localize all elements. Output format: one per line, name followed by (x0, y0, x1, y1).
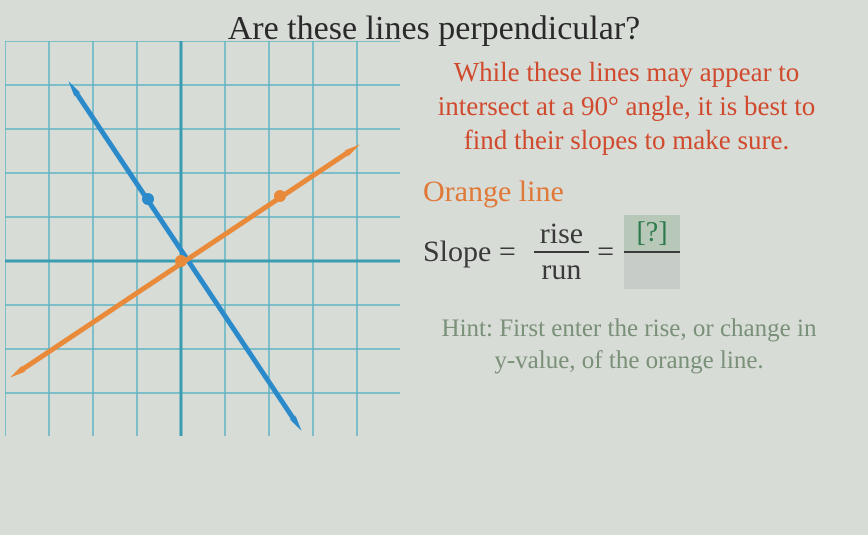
run-label: run (535, 253, 587, 285)
rise-input[interactable]: [?] (624, 215, 680, 253)
graph-container (5, 41, 400, 436)
equals-sign: = (597, 235, 614, 269)
orange-line-label: Orange line (423, 175, 858, 209)
text-section: While these lines may appear to intersec… (400, 56, 858, 436)
rise-run-fraction: rise run (534, 219, 589, 285)
hint-text: Hint: First enter the rise, or change in… (415, 313, 858, 376)
intro-text: While these lines may appear to intersec… (415, 56, 858, 157)
coordinate-graph (5, 41, 400, 436)
answer-fraction: [?] (624, 215, 680, 289)
rise-label: rise (534, 219, 589, 253)
slope-equation: Slope = rise run = [?] (423, 215, 858, 289)
slope-label: Slope = (423, 235, 516, 269)
run-input[interactable] (624, 253, 680, 289)
content-area: While these lines may appear to intersec… (0, 56, 868, 436)
